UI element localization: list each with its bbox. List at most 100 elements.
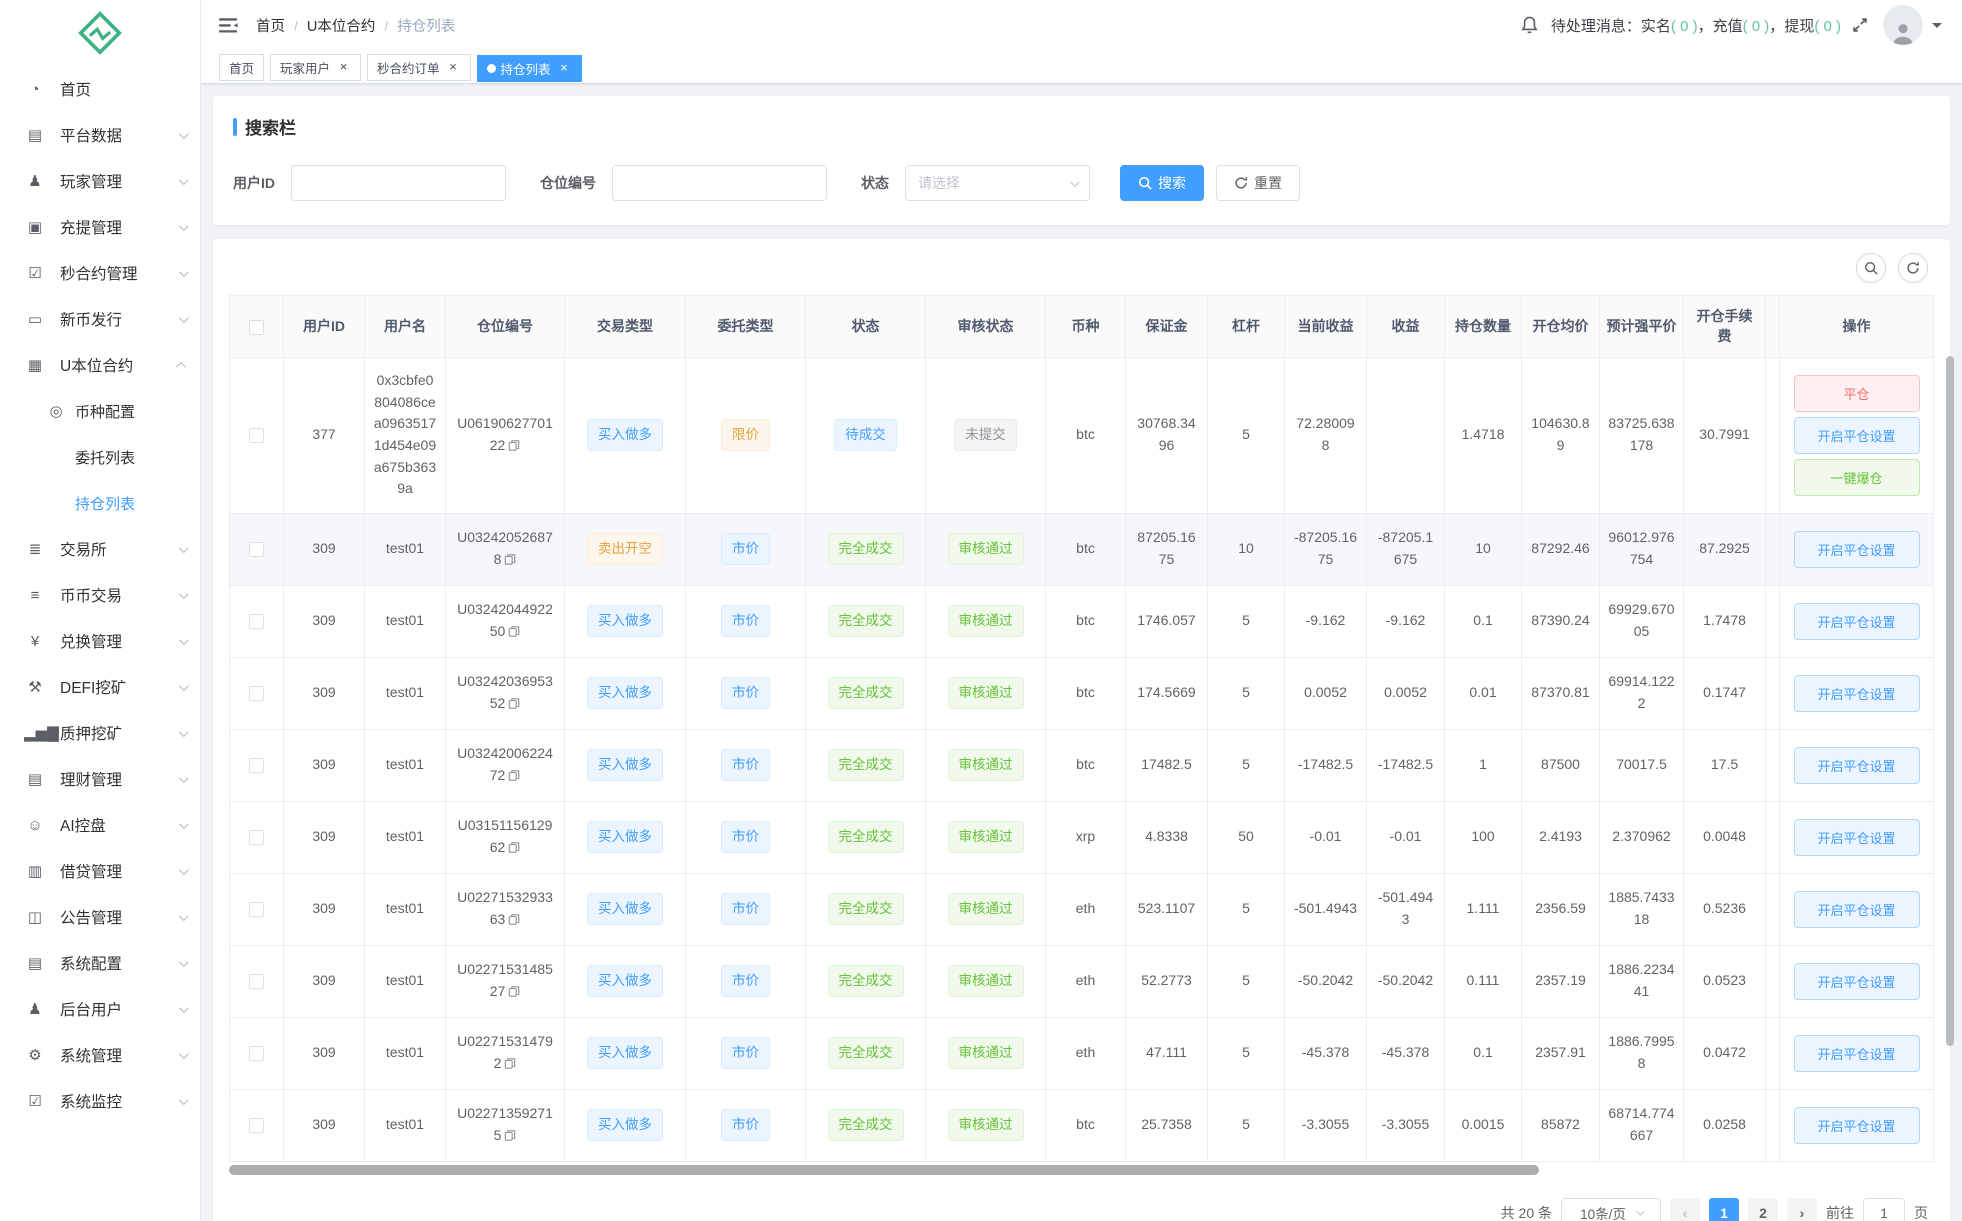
- fullscreen-icon[interactable]: [1851, 16, 1869, 34]
- tab-item[interactable]: 玩家用户 ×: [270, 54, 362, 81]
- sidebar-item[interactable]: ▂▅▇ 质押挖矿: [0, 710, 200, 756]
- system-config-icon: ▤: [27, 955, 43, 972]
- sidebar-subitem[interactable]: 持仓列表: [0, 480, 200, 526]
- row-checkbox[interactable]: [249, 542, 264, 558]
- sidebar-item[interactable]: ☺ AI控盘: [0, 802, 200, 848]
- sidebar-subitem-label: 委托列表: [75, 449, 136, 467]
- coin-cell: btc: [1045, 656, 1126, 730]
- open-close-settings-button[interactable]: 开启平仓设置: [1793, 416, 1920, 454]
- row-checkbox[interactable]: [249, 758, 264, 774]
- page-size-select[interactable]: 10条/页: [1561, 1197, 1661, 1221]
- tab-item[interactable]: 首页: [219, 54, 265, 81]
- open-close-settings-button[interactable]: 开启平仓设置: [1793, 674, 1920, 712]
- sidebar-item[interactable]: ◫ 公告管理: [0, 894, 200, 940]
- sidebar-subitem[interactable]: ◎ 币种配置: [0, 388, 200, 434]
- sidebar-item[interactable]: ≡ 币币交易: [0, 572, 200, 618]
- sidebar-item[interactable]: ≣ 交易所: [0, 526, 200, 572]
- row-checkbox[interactable]: [249, 614, 264, 630]
- sidebar-item[interactable]: ☑ 秒合约管理: [0, 250, 200, 296]
- row-checkbox[interactable]: [249, 902, 264, 918]
- user-menu-caret-icon[interactable]: [1932, 23, 1942, 33]
- select-all-checkbox[interactable]: [249, 319, 264, 335]
- copy-icon[interactable]: [508, 697, 520, 710]
- sidebar-item[interactable]: ♟ 玩家管理: [0, 158, 200, 204]
- open-close-settings-button[interactable]: 开启平仓设置: [1793, 746, 1920, 784]
- status-select[interactable]: 请选择: [905, 165, 1090, 201]
- page-number-button[interactable]: 1: [1709, 1197, 1739, 1221]
- sidebar-item[interactable]: ▤ 理财管理: [0, 756, 200, 802]
- row-checkbox[interactable]: [249, 830, 264, 846]
- platform-data-icon: ▤: [27, 127, 43, 144]
- goto-page-input[interactable]: [1863, 1197, 1905, 1221]
- app-logo[interactable]: [0, 0, 200, 66]
- copy-icon[interactable]: [504, 1129, 516, 1142]
- copy-icon[interactable]: [508, 769, 520, 782]
- title-accent-bar: [233, 117, 237, 136]
- copy-icon[interactable]: [504, 1057, 516, 1070]
- vertical-scrollbar-thumb[interactable]: [1946, 356, 1954, 1046]
- close-icon[interactable]: ×: [449, 59, 457, 74]
- open-close-settings-button[interactable]: 开启平仓设置: [1793, 890, 1920, 928]
- open-close-settings-button[interactable]: 开启平仓设置: [1793, 818, 1920, 856]
- open-close-settings-button[interactable]: 开启平仓设置: [1793, 962, 1920, 1000]
- tab-item[interactable]: 持仓列表 ×: [476, 55, 582, 82]
- copy-icon[interactable]: [508, 841, 520, 854]
- sidebar-item[interactable]: ▤ 系统配置: [0, 940, 200, 986]
- sidebar-subitem[interactable]: 委托列表: [0, 434, 200, 480]
- breadcrumb-item[interactable]: U本位合约: [306, 18, 376, 35]
- open-close-settings-button[interactable]: 开启平仓设置: [1793, 1106, 1920, 1144]
- search-button[interactable]: 搜索: [1120, 165, 1204, 201]
- force-liquidate-button[interactable]: 一键爆仓: [1793, 458, 1920, 496]
- sidebar-item[interactable]: ▥ 借贷管理: [0, 848, 200, 894]
- notification-bell-icon[interactable]: [1520, 15, 1539, 35]
- sidebar-item[interactable]: ▦ U本位合约: [0, 342, 200, 388]
- column-header: 保证金: [1125, 295, 1208, 358]
- close-position-button[interactable]: 平仓: [1793, 374, 1920, 412]
- sidebar-item[interactable]: ☑ 系统监控: [0, 1078, 200, 1124]
- row-checkbox[interactable]: [249, 1046, 264, 1062]
- reset-button-label: 重置: [1254, 175, 1282, 191]
- row-checkbox[interactable]: [249, 686, 264, 702]
- position-no-text: U0324203695352: [457, 673, 553, 712]
- sidebar-item[interactable]: ♟ 后台用户: [0, 986, 200, 1032]
- sidebar-item[interactable]: ▭ 新币发行: [0, 296, 200, 342]
- copy-icon[interactable]: [508, 625, 520, 638]
- prev-page-button[interactable]: ‹: [1670, 1197, 1700, 1221]
- horizontal-scrollbar-thumb[interactable]: [229, 1164, 1539, 1175]
- tab-item[interactable]: 秒合约订单 ×: [367, 54, 471, 81]
- user-id-cell: 377: [283, 356, 365, 514]
- open-close-settings-button[interactable]: 开启平仓设置: [1793, 530, 1920, 568]
- refresh-table-button[interactable]: [1898, 253, 1928, 283]
- row-checkbox[interactable]: [249, 974, 264, 990]
- user-id-input[interactable]: [291, 165, 506, 201]
- open-close-settings-button[interactable]: 开启平仓设置: [1793, 602, 1920, 640]
- toggle-search-button[interactable]: [1856, 253, 1886, 283]
- avatar[interactable]: [1883, 5, 1923, 45]
- sidebar-item[interactable]: ▤ 平台数据: [0, 112, 200, 158]
- sidebar-item[interactable]: ▣ 充提管理: [0, 204, 200, 250]
- row-checkbox[interactable]: [249, 428, 264, 444]
- status-tag: 完全成交: [827, 1037, 904, 1069]
- sidebar-item[interactable]: ⚒ DEFI挖矿: [0, 664, 200, 710]
- order-type-cell: 市价: [685, 1016, 806, 1090]
- reset-button[interactable]: 重置: [1216, 165, 1300, 201]
- copy-icon[interactable]: [504, 553, 516, 566]
- page-number-button[interactable]: 2: [1748, 1197, 1778, 1221]
- copy-icon[interactable]: [508, 913, 520, 926]
- close-icon[interactable]: ×: [339, 59, 348, 74]
- position-no-input[interactable]: [612, 165, 827, 201]
- row-checkbox[interactable]: [249, 1118, 264, 1134]
- hamburger-icon[interactable]: [219, 17, 238, 34]
- open-close-settings-button[interactable]: 开启平仓设置: [1793, 1034, 1920, 1072]
- table-row: 309 test01 U022713592715 买入做多 市价 完全成交 审核通过 btc 2…: [229, 1088, 1934, 1162]
- sidebar-item[interactable]: ⚙ 系统管理: [0, 1032, 200, 1078]
- sidebar-item[interactable]: ¥ 兑换管理: [0, 618, 200, 664]
- spacer-cell: [1765, 656, 1780, 730]
- close-icon[interactable]: ×: [560, 60, 568, 75]
- copy-icon[interactable]: [508, 985, 520, 998]
- sidebar-item[interactable]: ◔ 首页: [0, 66, 200, 112]
- breadcrumb-item[interactable]: 首页: [256, 18, 285, 35]
- copy-icon[interactable]: [508, 439, 520, 452]
- next-page-button[interactable]: ›: [1787, 1197, 1817, 1221]
